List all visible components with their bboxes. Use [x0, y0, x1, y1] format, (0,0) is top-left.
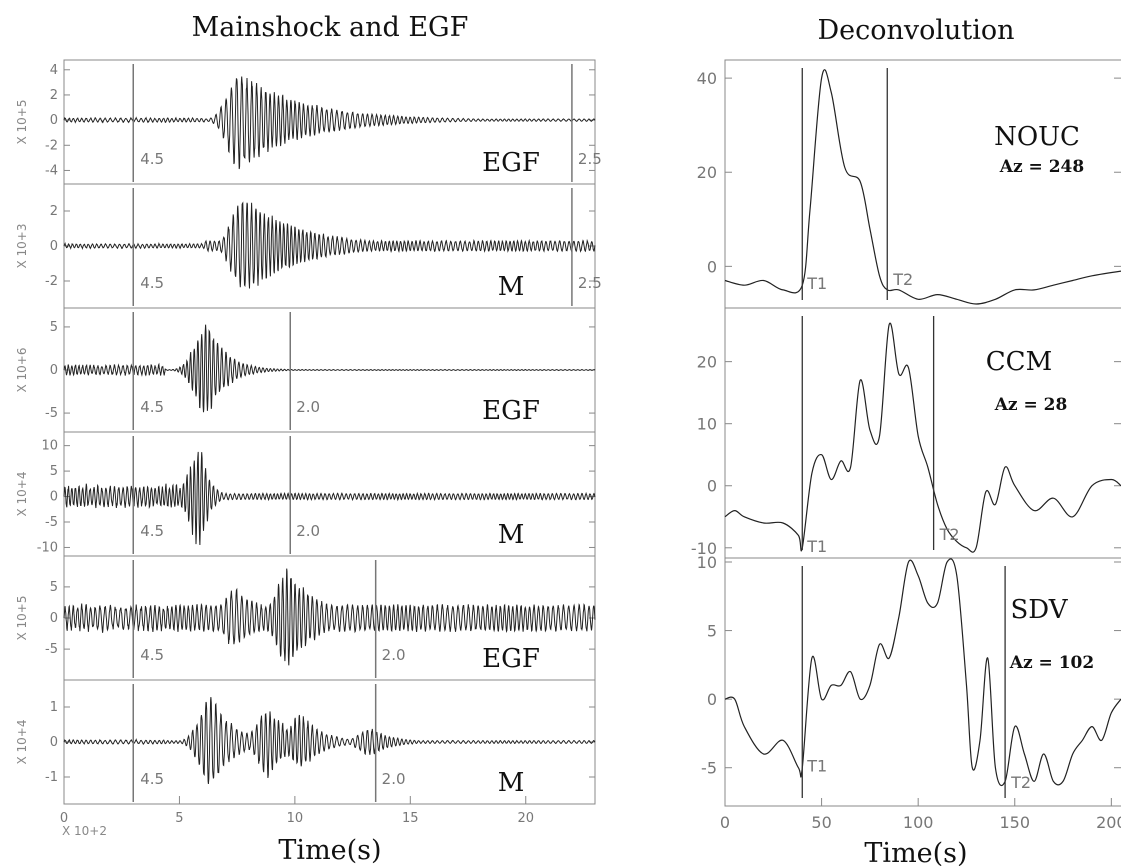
azimuth-label: Az = 248: [999, 157, 1084, 177]
y-tick-label: 5: [707, 622, 717, 641]
y-tick-label: 10: [697, 553, 717, 572]
y-tick-label: 20: [697, 163, 717, 182]
x-tick-label: 0: [60, 811, 68, 826]
y-scale-label: X 10+4: [15, 720, 29, 765]
right-x-axis-label: Time(s): [864, 838, 967, 866]
y-tick-label: 1: [50, 700, 58, 715]
y-scale-label: X 10+5: [15, 100, 29, 145]
x-tick-label: 5: [175, 811, 183, 826]
y-tick-label: 0: [707, 257, 717, 276]
trace-label: M: [498, 768, 525, 798]
y-tick-label: 0: [50, 490, 58, 505]
seismogram-panels: -4 -2 0 2 4 X 10+5 4.5 2.5 EGF -2 0 2 X 10+3 4.5 2.5 M -…: [15, 59, 602, 826]
y-tick-label: 20: [697, 353, 717, 372]
window-end-label: 2.5: [578, 150, 602, 168]
waveform-trace: [63, 76, 596, 170]
y-tick-label: 5: [50, 320, 58, 335]
waveform-trace: [63, 568, 596, 666]
y-tick-label: -2: [45, 274, 58, 289]
y-tick-label: 0: [707, 477, 717, 496]
panel-frame: [724, 557, 1121, 807]
x-multiplier-label: X 10+2: [62, 824, 107, 838]
waveform-trace: [63, 201, 596, 289]
y-tick-label: -5: [45, 642, 58, 657]
y-scale-label: X 10+5: [15, 596, 29, 641]
window-end-label: 2.0: [296, 522, 320, 540]
window-end-label: 2.0: [382, 770, 406, 788]
t2-label: T2: [892, 270, 913, 289]
x-tick-label: 200: [1096, 813, 1121, 832]
y-tick-label: -5: [45, 406, 58, 421]
window-start-label: 4.5: [140, 150, 164, 168]
x-tick-label: 100: [903, 813, 934, 832]
y-tick-label: 0: [50, 611, 58, 626]
x-tick-label: 0: [720, 813, 730, 832]
window-start-label: 4.5: [140, 274, 164, 292]
y-tick-label: -10: [37, 540, 58, 555]
y-tick-label: 10: [41, 439, 58, 454]
azimuth-label: Az = 102: [1009, 653, 1094, 673]
y-tick-label: 4: [50, 63, 58, 78]
t1-label: T1: [806, 537, 827, 556]
t2-label: T2: [939, 525, 960, 544]
waveform-trace: [63, 451, 596, 546]
azimuth-label: Az = 28: [994, 395, 1068, 415]
waveform-trace: [63, 324, 596, 413]
t1-label: T1: [806, 757, 827, 776]
t1-label: T1: [806, 274, 827, 293]
t2-label: T2: [1010, 773, 1031, 792]
window-start-label: 4.5: [140, 522, 164, 540]
y-tick-label: -5: [701, 759, 717, 778]
source-time-function: [724, 558, 1121, 787]
x-tick-label: 10: [287, 811, 304, 826]
y-tick-label: 0: [707, 690, 717, 709]
station-label: NOUC: [994, 122, 1080, 152]
y-scale-label: X 10+3: [15, 224, 29, 269]
y-tick-label: 2: [50, 204, 58, 219]
x-tick-label: 15: [402, 811, 419, 826]
station-label: SDV: [1011, 595, 1069, 625]
y-tick-label: 0: [50, 239, 58, 254]
y-tick-label: 2: [50, 88, 58, 103]
y-tick-label: -5: [45, 515, 58, 530]
window-start-label: 4.5: [140, 770, 164, 788]
panel-frame: [724, 307, 1121, 559]
y-tick-label: -10: [691, 539, 717, 558]
left-x-axis-label: Time(s): [278, 835, 381, 866]
panel-frame: [724, 59, 1121, 309]
window-end-label: 2.0: [296, 398, 320, 416]
y-tick-label: 0: [50, 363, 58, 378]
window-end-label: 2.5: [578, 274, 602, 292]
left-figure-title: Mainshock and EGF: [192, 12, 469, 43]
y-tick-label: 0: [50, 113, 58, 128]
trace-label: EGF: [482, 396, 540, 426]
y-tick-label: 40: [697, 69, 717, 88]
y-tick-label: 10: [697, 415, 717, 434]
window-start-label: 4.5: [140, 646, 164, 664]
y-tick-label: 5: [50, 580, 58, 595]
source-time-function: [724, 322, 1121, 553]
window-start-label: 4.5: [140, 398, 164, 416]
deconvolution-panels: 0 20 40 T1 T2 NOUC Az = 248 -10 0 10 20 T1 T2 CCM Az =…: [691, 59, 1121, 832]
right-figure-title: Deconvolution: [817, 15, 1014, 46]
y-tick-label: 0: [50, 735, 58, 750]
y-tick-label: -4: [45, 163, 58, 178]
y-scale-label: X 10+6: [15, 348, 29, 393]
waveform-trace: [63, 697, 596, 785]
station-label: CCM: [986, 347, 1052, 377]
trace-label: EGF: [482, 644, 540, 674]
x-tick-label: 20: [517, 811, 534, 826]
trace-label: M: [498, 520, 525, 550]
x-tick-label: 50: [811, 813, 831, 832]
source-time-function: [724, 69, 1121, 305]
trace-label: M: [498, 272, 525, 302]
y-tick-label: -2: [45, 138, 58, 153]
trace-label: EGF: [482, 148, 540, 178]
x-tick-label: 150: [999, 813, 1030, 832]
window-end-label: 2.0: [382, 646, 406, 664]
y-tick-label: -1: [45, 770, 58, 785]
y-scale-label: X 10+4: [15, 472, 29, 517]
y-tick-label: 5: [50, 464, 58, 479]
